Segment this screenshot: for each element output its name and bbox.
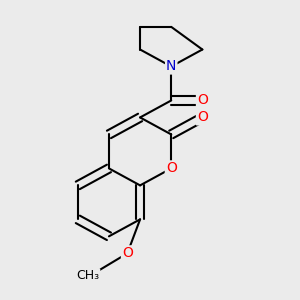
Text: O: O: [197, 110, 208, 124]
Text: O: O: [122, 246, 133, 260]
Text: O: O: [197, 94, 208, 107]
Text: N: N: [166, 59, 176, 74]
Text: CH₃: CH₃: [76, 269, 99, 283]
Text: O: O: [166, 161, 177, 176]
